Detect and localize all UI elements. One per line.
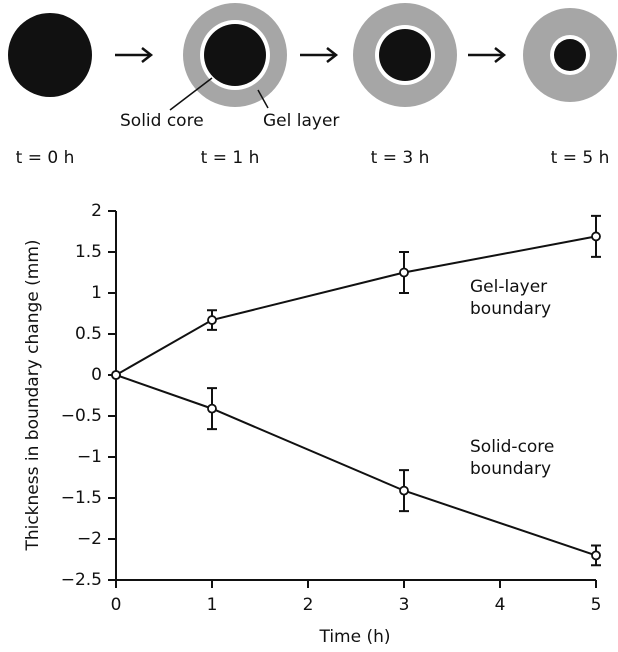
page: Solid core Gel layer t = 0 h t = 1 h t =…	[0, 0, 618, 652]
y-tick-label: −0.5	[61, 406, 102, 426]
solid-core	[204, 24, 266, 86]
x-tick-label: 4	[495, 595, 506, 615]
x-tick-label: 0	[111, 595, 122, 615]
x-tick-label: 1	[207, 595, 218, 615]
x-tick-label: 2	[303, 595, 314, 615]
y-axis-label: Thickness in boundary change (mm)	[23, 239, 43, 551]
diagram: Solid core Gel layer t = 0 h t = 1 h t =…	[8, 3, 617, 168]
y-tick-label: 0.5	[75, 324, 102, 344]
y-tick-label: −2	[77, 529, 102, 549]
solid-core	[379, 29, 431, 81]
data-point	[592, 551, 600, 559]
y-tick-label: −1	[77, 447, 102, 467]
y-tick-label: −2.5	[61, 570, 102, 590]
time-label: t = 3 h	[371, 148, 430, 168]
y-tick-label: 1.5	[75, 242, 102, 262]
time-label: t = 0 h	[16, 148, 75, 168]
particle-0h	[8, 13, 92, 97]
time-label: t = 1 h	[201, 148, 260, 168]
data-point	[400, 487, 408, 495]
data-point	[208, 405, 216, 413]
figure: Solid core Gel layer t = 0 h t = 1 h t =…	[0, 0, 618, 652]
x-axis-label: Time (h)	[318, 627, 390, 647]
x-tick-label: 5	[591, 595, 602, 615]
y-tick-label: 1	[91, 283, 102, 303]
data-point	[112, 371, 120, 379]
data-point	[208, 316, 216, 324]
solid-core	[554, 39, 586, 71]
series-annotation: Solid-core boundary	[470, 436, 570, 480]
data-point	[400, 269, 408, 277]
y-tick-label: 2	[91, 201, 102, 221]
series-annotation: Gel-layer boundary	[470, 276, 570, 320]
diagram-label: Solid core	[120, 111, 204, 131]
y-tick-label: −1.5	[61, 488, 102, 508]
time-label: t = 5 h	[551, 148, 610, 168]
data-point	[592, 232, 600, 240]
diagram-label: Gel layer	[263, 111, 339, 131]
y-tick-label: 0	[91, 365, 102, 385]
x-tick-label: 3	[399, 595, 410, 615]
